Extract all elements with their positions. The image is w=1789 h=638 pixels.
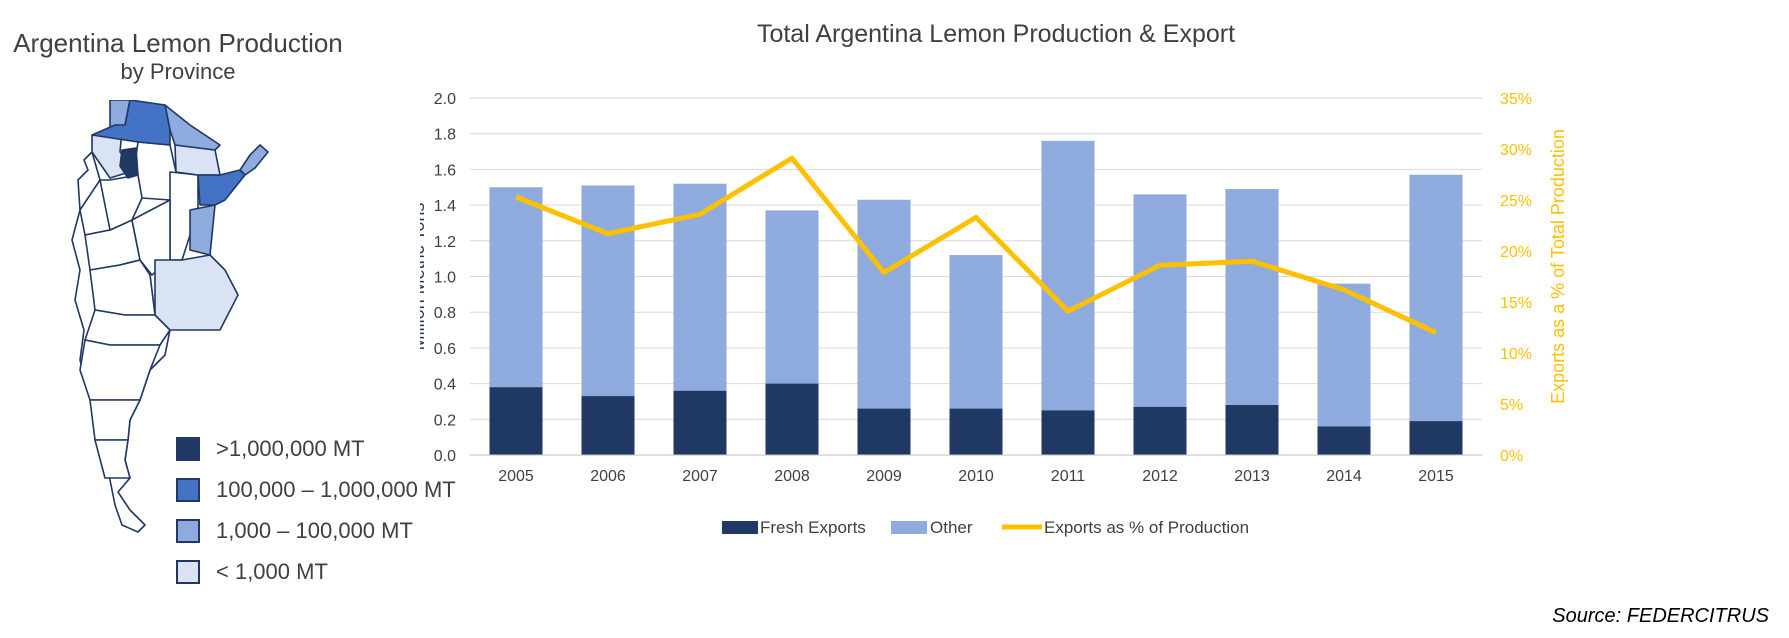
y2-tick-label: 25% (1500, 193, 1532, 210)
map-legend-item: >1,000,000 MT (176, 428, 456, 469)
legend-swatch-other (891, 521, 927, 534)
map-province-south-1 (79, 339, 161, 401)
y-tick-label: 0.6 (434, 341, 456, 358)
legend-label-fresh-exports: Fresh Exports (760, 518, 866, 537)
bar-other (1133, 194, 1187, 407)
y2-tick-label: 0% (1500, 448, 1523, 465)
x-tick-label: 2008 (774, 468, 810, 485)
x-tick-label: 2012 (1142, 468, 1178, 485)
bar-other (489, 187, 543, 388)
production-export-chart: Total Argentina Lemon Production & Expor… (420, 20, 1568, 537)
chart-title: Total Argentina Lemon Production & Expor… (757, 20, 1235, 48)
map-legend-swatch (176, 518, 200, 543)
map-legend-label: < 1,000 MT (216, 558, 328, 584)
legend-label-exports-pct: Exports as % of Production (1044, 518, 1249, 537)
y2-tick-label: 35% (1500, 91, 1532, 108)
bar-other (949, 255, 1003, 409)
bar-fresh-exports (765, 383, 819, 455)
y-axis-title: Million Metric Tons (420, 203, 428, 351)
map-legend-swatch (176, 477, 200, 502)
map-province-salta (91, 100, 171, 146)
bar-fresh-exports (581, 396, 635, 455)
map-legend-swatch (176, 559, 200, 584)
y-tick-label: 1.6 (434, 162, 456, 179)
map-province-tucuman (119, 147, 139, 179)
map-legend-swatch (176, 436, 200, 461)
map-province-corrientes (197, 169, 246, 206)
y2-tick-label: 15% (1500, 295, 1532, 312)
map-legend-item: < 1,000 MT (176, 551, 456, 592)
bar-fresh-exports (673, 390, 727, 455)
y-tick-label: 1.2 (434, 234, 456, 251)
source-note: Source: FEDERCITRUS (1552, 605, 1769, 627)
bar-fresh-exports (1409, 421, 1463, 455)
y-tick-label: 0.2 (434, 412, 456, 429)
map-legend-label: 100,000 – 1,000,000 MT (216, 476, 456, 502)
map-province-central-3 (89, 259, 156, 316)
y-tick-label: 2.0 (434, 91, 456, 108)
legend-label-other: Other (930, 518, 973, 537)
x-tick-label: 2006 (590, 468, 626, 485)
bar-fresh-exports (1317, 426, 1371, 455)
map-legend-item: 1,000 – 100,000 MT (176, 510, 456, 551)
x-tick-label: 2014 (1326, 468, 1362, 485)
map-province-entre-rios (189, 204, 216, 256)
y-tick-label: 1.0 (434, 270, 456, 287)
map-province-south-3 (94, 439, 131, 479)
bar-fresh-exports (949, 408, 1003, 455)
map-province-salta-east (164, 104, 221, 151)
y2-tick-label: 5% (1500, 397, 1523, 414)
legend-swatch-fresh-exports (722, 521, 758, 534)
y2-tick-label: 10% (1500, 346, 1532, 363)
map-province-misiones (239, 144, 269, 176)
bar-other (1317, 283, 1371, 427)
bar-other (857, 199, 911, 409)
map-legend: >1,000,000 MT 100,000 – 1,000,000 MT 1,0… (176, 428, 456, 592)
map-legend-label: 1,000 – 100,000 MT (216, 517, 413, 543)
bar-fresh-exports (857, 408, 911, 455)
x-tick-label: 2010 (958, 468, 994, 485)
map-province-buenos-aires (154, 254, 239, 331)
x-tick-label: 2009 (866, 468, 902, 485)
bar-other (1409, 174, 1463, 422)
y2-tick-label: 20% (1500, 244, 1532, 261)
bar-other (1225, 189, 1279, 406)
x-tick-label: 2005 (498, 468, 534, 485)
y2-tick-label: 30% (1500, 142, 1532, 159)
x-tick-label: 2007 (682, 468, 718, 485)
map-title-main: Argentina Lemon Production (13, 28, 343, 58)
bar-fresh-exports (1133, 406, 1187, 455)
map-legend-item: 100,000 – 1,000,000 MT (176, 469, 456, 510)
bar-other (581, 185, 635, 397)
bar-fresh-exports (1041, 410, 1095, 455)
map-subtitle: by Province (120, 59, 236, 85)
bar-other (1041, 140, 1095, 411)
bar-fresh-exports (489, 387, 543, 455)
map-title: Argentina Lemon Production by Province (0, 28, 356, 86)
map-legend-label: >1,000,000 MT (216, 435, 365, 461)
y-tick-label: 1.8 (434, 127, 456, 144)
y-tick-label: 0.4 (434, 377, 456, 394)
bar-other (765, 210, 819, 384)
argentina-province-map (71, 100, 269, 533)
y-tick-label: 1.4 (434, 198, 456, 215)
x-tick-label: 2015 (1418, 468, 1454, 485)
map-province-south-2 (89, 399, 141, 441)
y-tick-label: 0.0 (434, 448, 456, 465)
y-tick-label: 0.8 (434, 305, 456, 322)
y2-axis-title: Exports as a % of Total Production (1548, 129, 1568, 404)
x-tick-label: 2011 (1051, 468, 1086, 485)
x-tick-label: 2013 (1234, 468, 1270, 485)
bar-fresh-exports (1225, 405, 1279, 455)
